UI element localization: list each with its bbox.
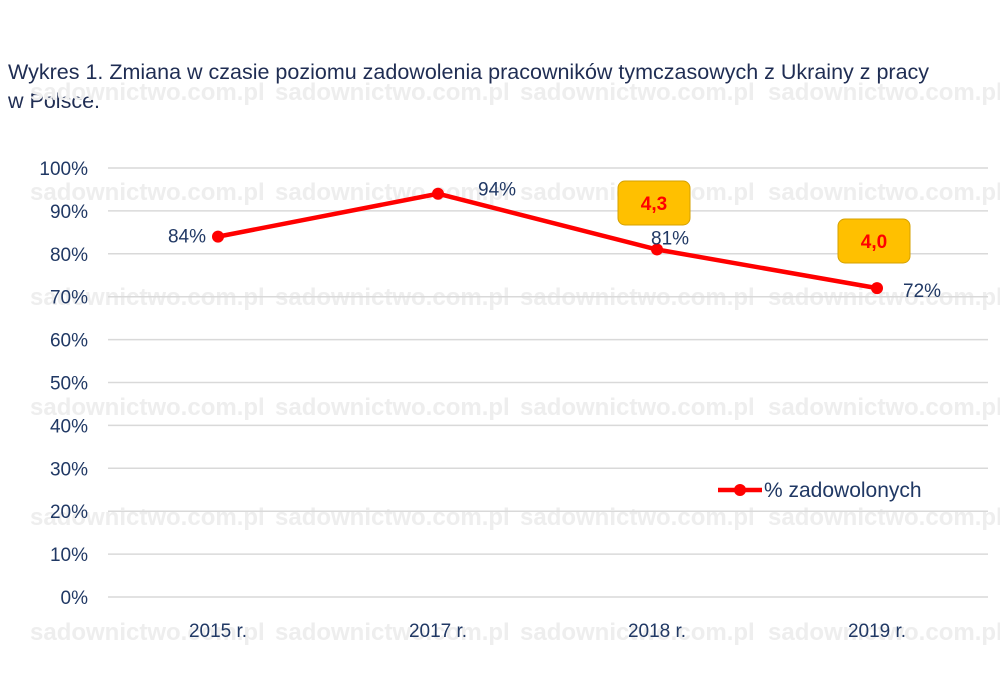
data-point: [651, 243, 663, 256]
rating-badge: [837, 218, 911, 264]
data-point: [432, 187, 444, 200]
watermark-text: sadownictwo.com.pl: [30, 179, 265, 206]
data-label: 72%: [903, 281, 941, 302]
watermark-text: sadownictwo.com.pl: [768, 619, 1000, 646]
legend-marker: [734, 484, 746, 496]
watermark-text: sadownictwo.com.pl: [275, 284, 510, 311]
watermark-text: sadownictwo.com.pl: [275, 394, 510, 421]
watermark-text: sadownictwo.com.pl: [275, 79, 510, 106]
watermark-text: sadownictwo.com.pl: [768, 394, 1000, 421]
legend-label: % zadowolonych: [764, 479, 922, 502]
y-tick-label: 10%: [50, 545, 88, 566]
watermark-text: sadownictwo.com.pl: [30, 394, 265, 421]
x-tick-label: 2015 r.: [189, 621, 247, 642]
watermark-text: sadownictwo.com.pl: [30, 284, 265, 311]
chart-title-line-2: w Polsce.: [8, 89, 101, 113]
y-tick-label: 40%: [50, 416, 88, 437]
watermark-text: sadownictwo.com.pl: [768, 284, 1000, 311]
watermark-text: sadownictwo.com.pl: [30, 504, 265, 531]
watermark-text: sadownictwo.com.pl: [768, 179, 1000, 206]
rating-badge: [617, 180, 691, 226]
x-tick-label: 2018 r.: [628, 621, 686, 642]
watermark-text: sadownictwo.com.pl: [275, 619, 510, 646]
y-tick-label: 0%: [61, 588, 89, 609]
x-tick-label: 2017 r.: [409, 621, 467, 642]
rating-badge-text: 4,3: [641, 194, 667, 215]
y-tick-label: 20%: [50, 502, 88, 523]
rating-badge-text: 4,0: [861, 232, 887, 253]
watermark-text: sadownictwo.com.pl: [520, 394, 755, 421]
watermark-text: sadownictwo.com.pl: [520, 619, 755, 646]
y-tick-label: 70%: [50, 288, 88, 309]
y-tick-label: 100%: [39, 159, 88, 180]
watermark-text: sadownictwo.com.pl: [520, 284, 755, 311]
y-tick-label: 50%: [50, 374, 88, 395]
data-label: 94%: [478, 180, 516, 201]
chart-title-line-1: Wykres 1. Zmiana w czasie poziomu zadowo…: [8, 60, 930, 84]
data-label: 84%: [168, 227, 206, 248]
watermark-text: sadownictwo.com.pl: [275, 504, 510, 531]
watermark-text: sadownictwo.com.pl: [768, 79, 1000, 106]
data-point: [212, 230, 224, 243]
x-tick-label: 2019 r.: [848, 621, 906, 642]
watermark-text: sadownictwo.com.pl: [520, 79, 755, 106]
y-tick-label: 90%: [50, 202, 88, 223]
series-line: [215, 191, 880, 291]
data-point: [871, 282, 883, 295]
y-tick-label: 30%: [50, 459, 88, 480]
watermark-text: sadownictwo.com.pl: [520, 504, 755, 531]
watermark-text: sadownictwo.com.pl: [30, 79, 265, 106]
watermark-text: sadownictwo.com.pl: [768, 504, 1000, 531]
y-tick-label: 60%: [50, 331, 88, 352]
chart-title: Wykres 1. Zmiana w czasie poziomu zadowo…: [8, 58, 993, 116]
watermark-text: sadownictwo.com.pl: [30, 619, 265, 646]
y-tick-label: 80%: [50, 245, 88, 266]
data-label: 81%: [651, 229, 689, 250]
